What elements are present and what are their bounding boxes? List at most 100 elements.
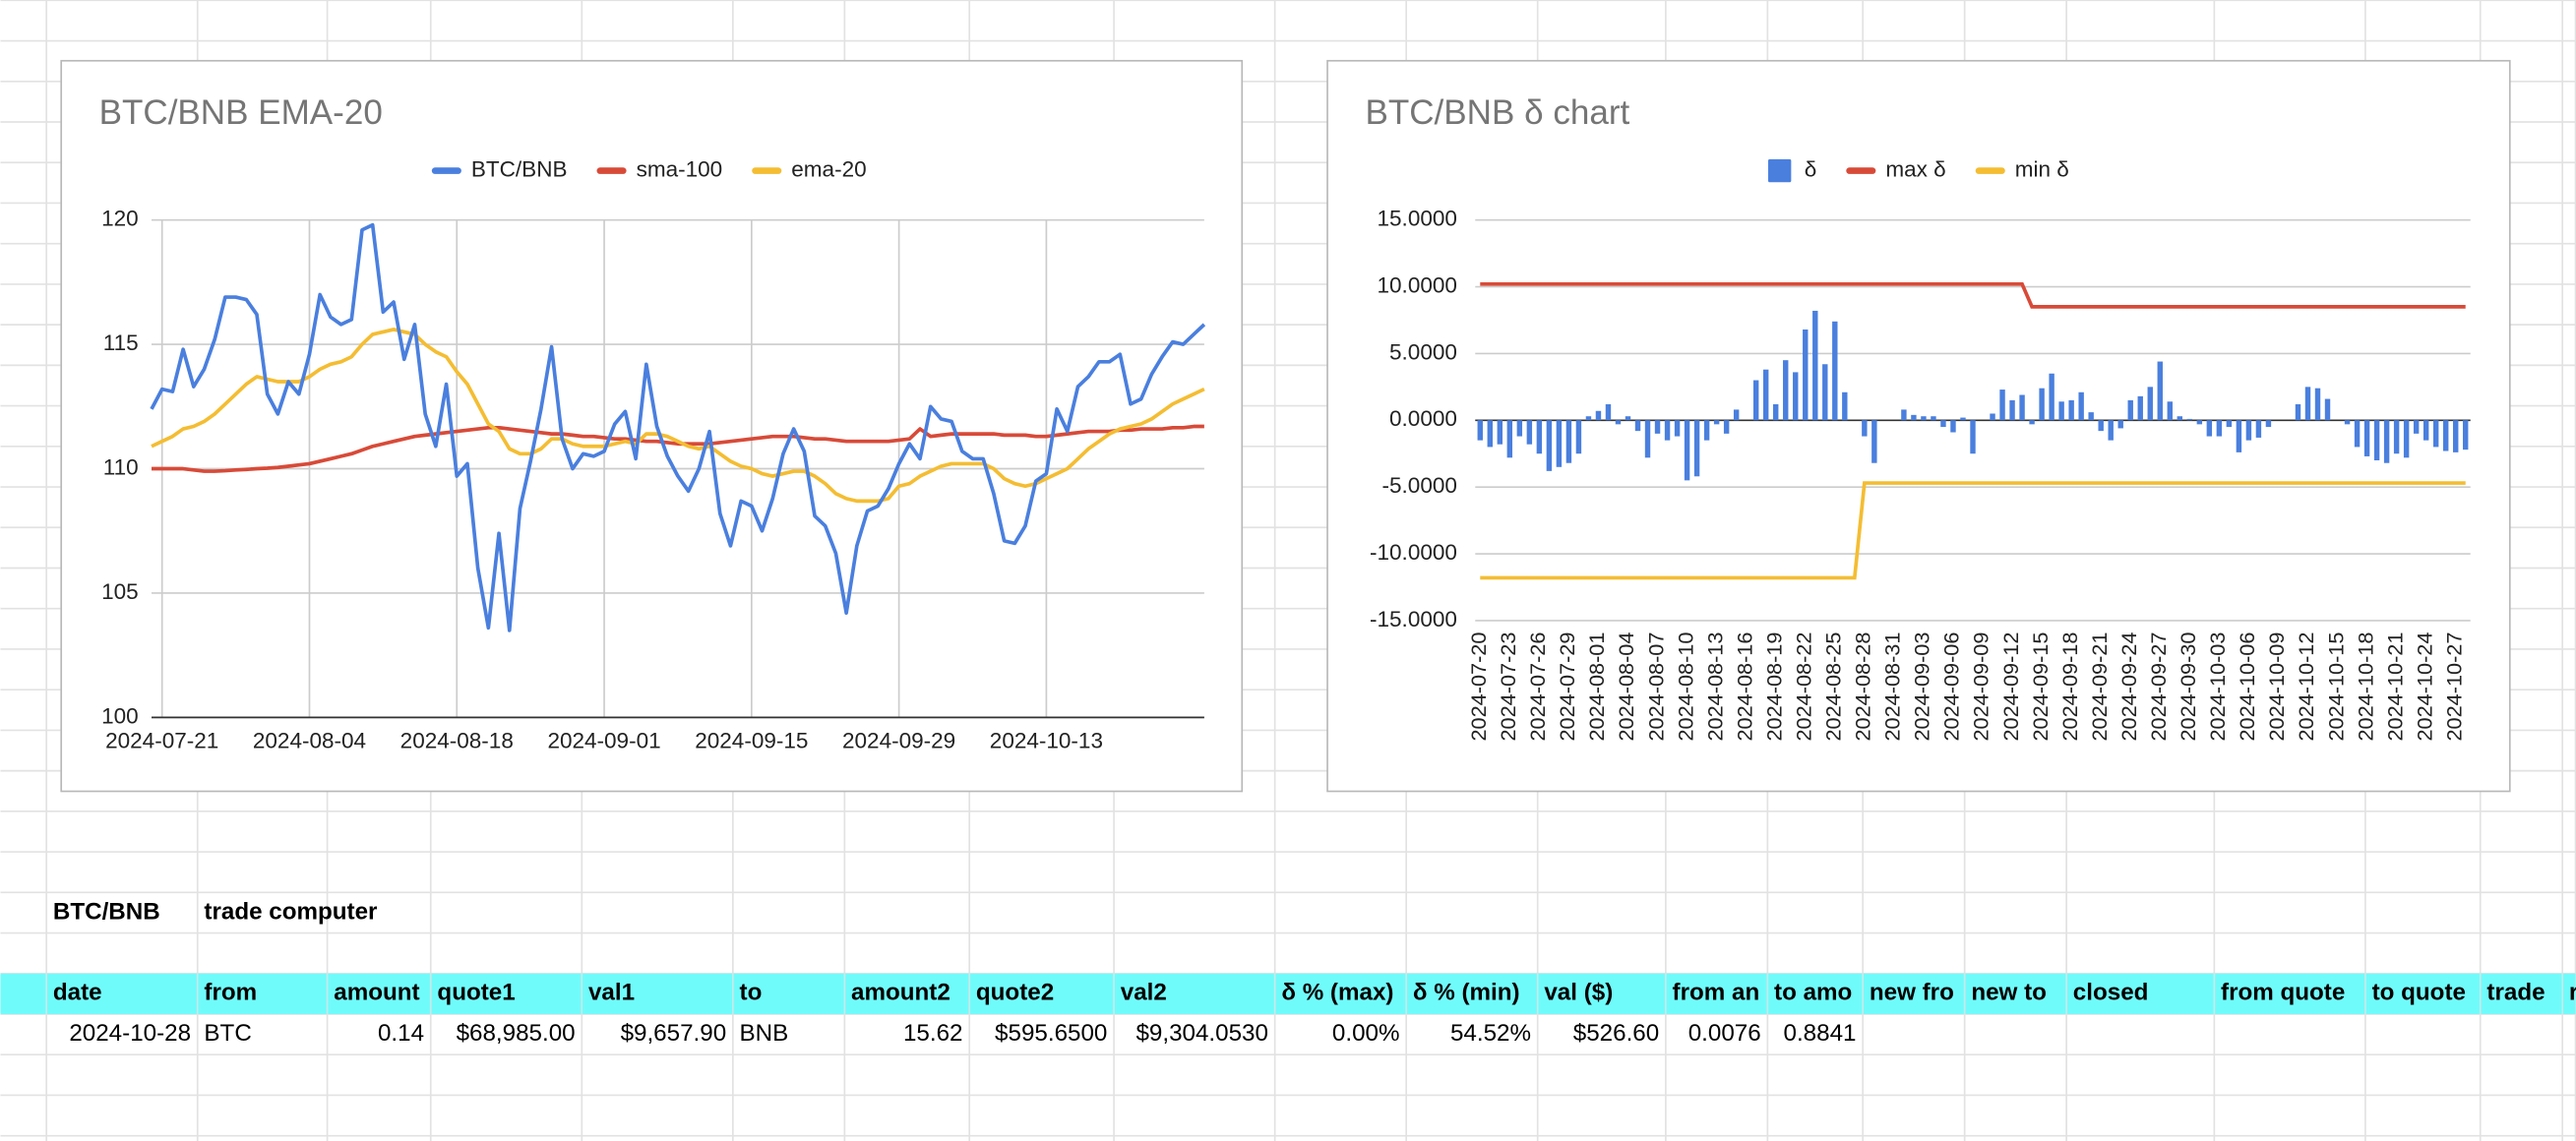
series-line <box>151 328 1205 504</box>
x-tick-label: 2024-07-29 <box>1555 632 1579 742</box>
column-header: to quote <box>2372 980 2466 1006</box>
column-header: from an <box>1673 980 1760 1006</box>
bar <box>2226 420 2233 428</box>
line-chart[interactable]: BTC/BNB EMA-20 BTC/BNB sma-100 ema-20 100 10… <box>60 59 1244 793</box>
bar <box>2019 394 2025 421</box>
table-cell: 15.62 <box>903 1020 963 1047</box>
bar <box>1822 364 1828 421</box>
y-tick-label: 105 <box>101 579 139 604</box>
bar <box>2245 420 2252 441</box>
bar <box>2255 420 2262 438</box>
table-cell: BTC <box>204 1020 251 1047</box>
y-tick-label: -5.0000 <box>1382 473 1457 498</box>
bar <box>1595 410 1602 421</box>
x-tick-label: 2024-10-03 <box>2205 632 2230 742</box>
bar <box>2432 420 2439 448</box>
bar <box>1950 420 1956 433</box>
x-tick-label: 2024-08-13 <box>1702 632 1727 742</box>
legend-label: BTC/BNB <box>471 157 568 182</box>
column-header: quote2 <box>976 980 1054 1006</box>
x-tick-label: 2024-07-20 <box>1466 632 1491 742</box>
chart-title: BTC/BNB EMA-20 <box>99 93 383 132</box>
bar <box>1793 372 1799 421</box>
column-header: new fro <box>1870 980 1954 1006</box>
bar <box>1713 420 1720 425</box>
bar <box>1497 420 1503 445</box>
series-line <box>1480 281 2466 309</box>
bar <box>2442 420 2449 451</box>
bar <box>2344 420 2351 425</box>
column-header: to <box>740 980 763 1006</box>
bar <box>1684 420 1690 481</box>
bar <box>1783 360 1789 421</box>
table-cell: $9,657.90 <box>621 1020 727 1047</box>
bar <box>2453 420 2459 452</box>
column-header: from quote <box>2221 980 2345 1006</box>
legend-label: ema-20 <box>791 157 866 182</box>
x-tick-label: 2024-09-15 <box>695 728 808 752</box>
x-tick-label: 2024-09-01 <box>547 728 660 752</box>
bar <box>2029 420 2035 425</box>
bar <box>2304 387 2311 421</box>
bar <box>1733 409 1740 421</box>
x-tick-label: 2024-08-04 <box>1614 632 1638 742</box>
column-header: closed <box>2073 980 2149 1006</box>
table-cell: $68,985.00 <box>457 1020 576 1047</box>
bar <box>2423 420 2429 441</box>
bar <box>2068 399 2074 421</box>
x-tick-label: 2024-10-15 <box>2323 632 2348 742</box>
bar <box>1752 380 1759 421</box>
legend-swatch <box>1767 158 1792 183</box>
column-header: δ % (min) <box>1413 980 1520 1006</box>
bar <box>1546 420 1553 471</box>
bar <box>1970 420 1976 454</box>
column-header: amount2 <box>851 980 951 1006</box>
table-cell: 54.52% <box>1450 1020 1531 1047</box>
x-tick-label: 2024-09-24 <box>2116 632 2141 742</box>
x-tick-label: 2024-10-24 <box>2412 632 2436 742</box>
bar <box>1487 420 1493 448</box>
x-tick-label: 2024-08-19 <box>1761 632 1786 742</box>
bar <box>2324 398 2331 421</box>
bar <box>1674 420 1681 437</box>
x-tick-label: 2024-09-12 <box>1998 632 2023 742</box>
x-tick-label: 2024-08-18 <box>400 728 514 752</box>
x-tick-label: 2024-09-27 <box>2146 632 2171 742</box>
column-header: δ % (max) <box>1281 980 1393 1006</box>
bar <box>2363 420 2370 456</box>
x-tick-label: 2024-09-21 <box>2087 632 2112 742</box>
table-cell: 0.00% <box>1332 1020 1400 1047</box>
bar <box>1556 420 1563 467</box>
bar <box>2236 420 2242 452</box>
bar <box>2314 388 2321 421</box>
bar <box>2216 420 2223 437</box>
bar <box>1625 416 1631 421</box>
column-header: amount <box>334 980 419 1006</box>
x-tick-label: 2024-07-23 <box>1496 632 1520 742</box>
x-tick-label: 2024-10-13 <box>990 728 1103 752</box>
bar-chart[interactable]: BTC/BNB δ chart δ max δ min δ -15.0000 -10.0… <box>1326 59 2511 793</box>
bar <box>2127 399 2133 421</box>
column-header: to amo <box>1774 980 1852 1006</box>
x-tick-label: 2024-09-29 <box>842 728 955 752</box>
chart-frame <box>60 59 1244 793</box>
bar <box>1990 413 1995 421</box>
y-tick-label: 10.0000 <box>1378 272 1457 297</box>
x-tick-label: 2024-08-16 <box>1732 632 1756 742</box>
bar <box>2157 361 2163 421</box>
x-tick-label: 2024-08-07 <box>1643 632 1668 742</box>
bar <box>2196 420 2203 425</box>
header-band <box>0 973 2576 1014</box>
column-header: val2 <box>1121 980 1167 1006</box>
table-cell: 0.0076 <box>1688 1020 1761 1047</box>
x-tick-label: 2024-07-26 <box>1525 632 1550 742</box>
column-header: r <box>2569 980 2576 1006</box>
column-header: from <box>204 980 257 1006</box>
y-tick-label: 115 <box>103 330 139 355</box>
series-line <box>150 222 1206 632</box>
bar <box>2383 420 2390 463</box>
bar <box>2039 388 2045 421</box>
bar <box>1921 416 1927 421</box>
y-tick-label: 0.0000 <box>1389 406 1457 431</box>
